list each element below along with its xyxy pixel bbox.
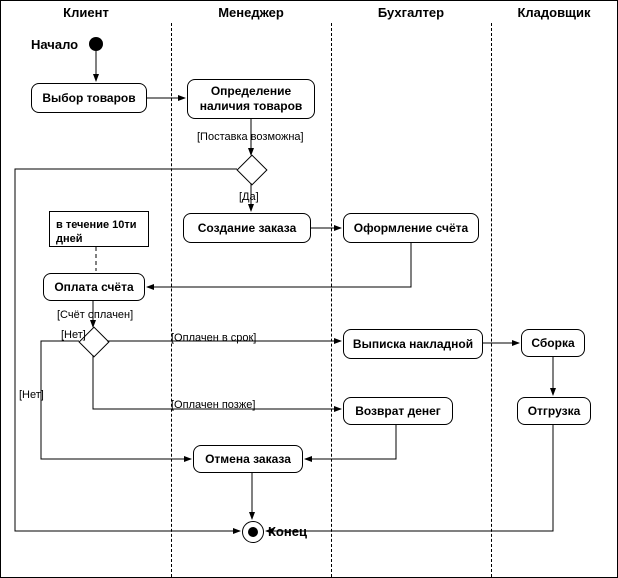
activity-assembly: Сборка [521, 329, 585, 357]
lane-divider [491, 23, 492, 577]
activity-shipping: Отгрузка [517, 397, 591, 425]
lane-title: Кладовщик [517, 5, 590, 20]
activity-create-invoice: Оформление счёта [343, 213, 479, 243]
lane-title: Менеджер [218, 5, 284, 20]
final-node [242, 521, 264, 543]
activity-cancel-order: Отмена заказа [193, 445, 303, 473]
guard-delivery-possible: [Поставка возможна] [197, 131, 304, 143]
lane-header-manager: Менеджер [171, 5, 331, 20]
activity-create-order: Создание заказа [183, 213, 311, 243]
activity-pay-invoice: Оплата счёта [43, 273, 145, 301]
activity-select-goods: Выбор товаров [31, 83, 147, 113]
guard-paid-late: [Оплачен позже] [171, 399, 255, 411]
lane-header-accountant: Бухгалтер [331, 5, 491, 20]
activity-check-availability: Определение наличия товаров [187, 79, 315, 119]
lane-divider [331, 23, 332, 577]
lane-header-warehouse: Кладовщик [491, 5, 617, 20]
decision-delivery-possible [236, 154, 267, 185]
activity-refund: Возврат денег [343, 397, 453, 425]
lane-title: Клиент [63, 5, 109, 20]
initial-node [89, 37, 103, 51]
guard-yes: [Да] [239, 191, 259, 203]
guard-paid-ontime: [Оплачен в срок] [171, 332, 256, 344]
final-node-inner [248, 527, 258, 537]
end-label: Конец [268, 524, 307, 539]
start-label: Начало [31, 37, 78, 52]
lane-divider [171, 23, 172, 577]
activity-diagram: Клиент Менеджер Бухгалтер Кладовщик Нача… [0, 0, 618, 578]
guard-no-1: [Нет] [61, 329, 86, 341]
guard-invoice-paid: [Счёт оплачен] [57, 309, 133, 321]
note-ten-days: в течение 10ти дней [49, 211, 149, 247]
guard-no-2: [Нет] [19, 389, 44, 401]
note-text: в течение 10ти дней [56, 219, 137, 245]
activity-invoice-out: Выписка накладной [343, 329, 483, 359]
lane-title: Бухгалтер [378, 5, 444, 20]
lane-header-client: Клиент [1, 5, 171, 20]
